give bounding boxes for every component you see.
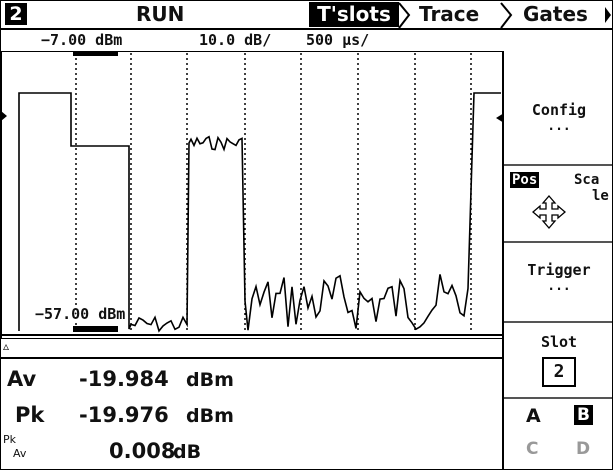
measure-value: -19.976 xyxy=(79,403,169,427)
measure-unit: dBm xyxy=(186,405,234,427)
measure-label: Pk xyxy=(15,403,45,427)
softkey-config[interactable]: Config ... xyxy=(504,53,612,163)
channel-keys[interactable]: A B C D xyxy=(504,397,612,469)
trace-graph xyxy=(1,51,504,339)
measure-label-den: Av xyxy=(13,447,27,460)
scale-label: le xyxy=(592,188,609,204)
tab-active[interactable]: T'slots xyxy=(309,2,399,27)
measure-value: 0.008 xyxy=(109,439,176,463)
measure-value: -19.984 xyxy=(79,367,169,391)
measure-unit: dB xyxy=(173,441,202,463)
tab-shapes xyxy=(398,2,611,29)
arrow-icon xyxy=(532,195,566,229)
run-status: RUN xyxy=(136,2,185,26)
ref-level-top: −7.00 dBm xyxy=(41,31,123,49)
pos-label: Pos xyxy=(510,172,540,188)
measure-label: Av xyxy=(7,367,37,391)
measure-label-num: Pk xyxy=(3,433,17,446)
softkey-label: Trigger xyxy=(527,261,591,279)
divider xyxy=(1,357,504,359)
softkey-pos-scale[interactable]: Pos Sca le xyxy=(504,164,612,241)
softkey-label: Config xyxy=(531,101,587,119)
tab[interactable]: Gates xyxy=(523,2,588,26)
channel-c: C xyxy=(526,439,539,459)
measure-unit: dBm xyxy=(186,369,234,391)
softkey-sub: ... xyxy=(547,279,571,294)
softkey-label: Slot xyxy=(540,333,578,351)
ref-level-bottom: −57.00 dBm xyxy=(35,305,126,323)
slot-value: 2 xyxy=(542,357,576,387)
time-per-div: 500 µs/ xyxy=(306,31,370,49)
softkey-border xyxy=(502,51,504,469)
channel-b: B xyxy=(574,405,593,425)
softkey-slot[interactable]: Slot 2 xyxy=(504,321,612,398)
trace-line xyxy=(18,92,501,333)
trigger-marker: ▵ xyxy=(3,339,10,353)
softkey-trigger[interactable]: Trigger ... xyxy=(504,241,612,321)
softkey-sub: ... xyxy=(547,119,571,134)
db-per-div: 10.0 dB/ xyxy=(199,31,272,49)
channel-d: D xyxy=(576,439,591,459)
header-bar xyxy=(1,1,612,30)
channel-badge: 2 xyxy=(5,3,27,25)
tab[interactable]: Trace xyxy=(419,2,480,26)
scale-label: Sca xyxy=(574,172,600,188)
channel-a: A xyxy=(526,405,541,427)
